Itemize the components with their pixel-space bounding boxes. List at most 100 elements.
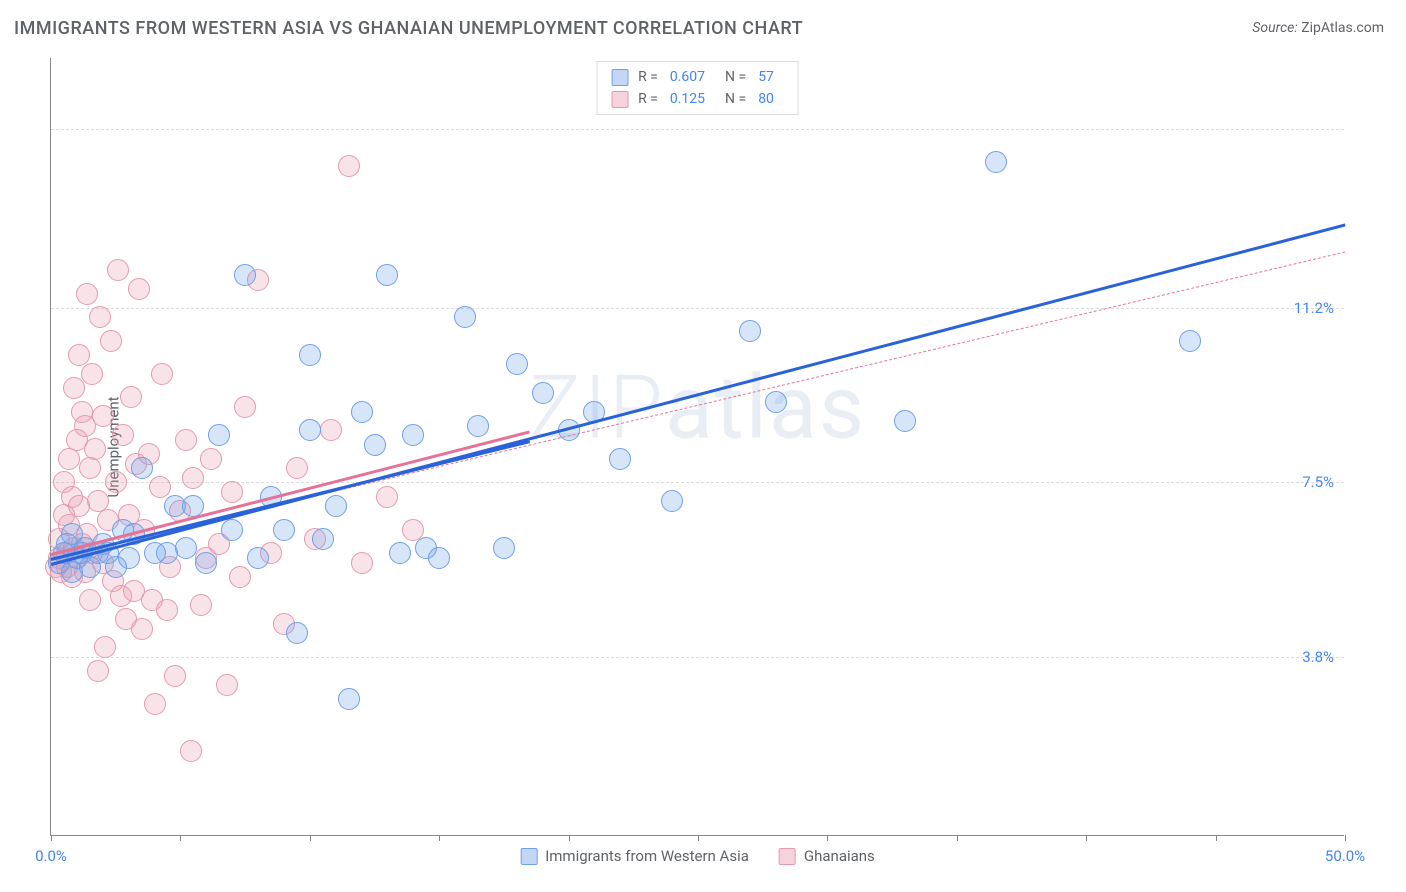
stat-n-value: 80 bbox=[758, 88, 774, 110]
stat-r-label: R = bbox=[638, 66, 658, 88]
legend-swatch bbox=[611, 69, 628, 86]
data-point bbox=[402, 424, 424, 446]
legend-item: Ghanaians bbox=[779, 847, 875, 865]
chart-title: IMMIGRANTS FROM WESTERN ASIA VS GHANAIAN… bbox=[14, 18, 803, 39]
data-point bbox=[532, 382, 554, 404]
data-point bbox=[144, 693, 166, 715]
data-point bbox=[234, 396, 256, 418]
stat-n-value: 57 bbox=[758, 66, 774, 88]
data-point bbox=[765, 391, 787, 413]
data-point bbox=[376, 486, 398, 508]
data-point bbox=[68, 344, 90, 366]
data-point bbox=[221, 481, 243, 503]
x-tick bbox=[1216, 835, 1217, 841]
data-point bbox=[175, 429, 197, 451]
data-point bbox=[195, 552, 217, 574]
data-point bbox=[234, 264, 256, 286]
data-point bbox=[221, 519, 243, 541]
scatter-plot: Unemployment ZIPatlas R =0.607N =57R =0.… bbox=[50, 58, 1344, 836]
data-point bbox=[76, 283, 98, 305]
y-tick-label: 7.5% bbox=[1302, 473, 1334, 491]
data-point bbox=[92, 405, 114, 427]
x-tick bbox=[310, 835, 311, 841]
source-attribution: Source: ZipAtlas.com bbox=[1252, 20, 1384, 36]
data-point bbox=[149, 476, 171, 498]
data-point bbox=[118, 547, 140, 569]
data-point bbox=[112, 424, 134, 446]
data-point bbox=[389, 542, 411, 564]
stat-r-label: R = bbox=[638, 88, 658, 110]
x-tick bbox=[827, 835, 828, 841]
data-point bbox=[325, 495, 347, 517]
data-point bbox=[351, 552, 373, 574]
data-point bbox=[89, 306, 111, 328]
data-point bbox=[84, 438, 106, 460]
x-tick bbox=[1086, 835, 1087, 841]
data-point bbox=[286, 457, 308, 479]
gridline bbox=[51, 129, 1344, 130]
gridline bbox=[51, 308, 1344, 309]
x-tick bbox=[698, 835, 699, 841]
data-point bbox=[320, 419, 342, 441]
data-point bbox=[493, 537, 515, 559]
gridline bbox=[51, 657, 1344, 658]
x-tick bbox=[1345, 835, 1346, 841]
x-tick bbox=[180, 835, 181, 841]
data-point bbox=[894, 410, 916, 432]
data-point bbox=[128, 278, 150, 300]
data-point bbox=[107, 259, 129, 281]
x-tick bbox=[51, 835, 52, 841]
y-tick-label: 3.8% bbox=[1302, 648, 1334, 666]
data-point bbox=[338, 155, 360, 177]
data-point bbox=[985, 151, 1007, 173]
data-point bbox=[739, 320, 761, 342]
data-point bbox=[428, 547, 450, 569]
data-point bbox=[131, 457, 153, 479]
data-point bbox=[454, 306, 476, 328]
data-point bbox=[105, 471, 127, 493]
data-point bbox=[81, 363, 103, 385]
watermark: ZIPatlas bbox=[529, 356, 867, 459]
stat-r-value: 0.607 bbox=[670, 66, 705, 88]
x-tick bbox=[957, 835, 958, 841]
data-point bbox=[63, 377, 85, 399]
data-point bbox=[182, 467, 204, 489]
data-point bbox=[120, 386, 142, 408]
data-point bbox=[156, 599, 178, 621]
data-point bbox=[609, 448, 631, 470]
data-point bbox=[286, 622, 308, 644]
data-point bbox=[151, 363, 173, 385]
stat-n-label: N = bbox=[725, 88, 746, 110]
data-point bbox=[100, 330, 122, 352]
data-point bbox=[364, 434, 386, 456]
data-point bbox=[351, 401, 373, 423]
data-point bbox=[58, 448, 80, 470]
data-point bbox=[299, 344, 321, 366]
data-point bbox=[94, 636, 116, 658]
data-point bbox=[506, 353, 528, 375]
stat-r-value: 0.125 bbox=[670, 88, 705, 110]
data-point bbox=[164, 665, 186, 687]
x-tick-label: 50.0% bbox=[1325, 847, 1365, 865]
data-point bbox=[79, 457, 101, 479]
data-point bbox=[1179, 330, 1201, 352]
data-point bbox=[131, 618, 153, 640]
data-point bbox=[312, 528, 334, 550]
data-point bbox=[200, 448, 222, 470]
legend-item: Immigrants from Western Asia bbox=[520, 847, 749, 865]
data-point bbox=[299, 419, 321, 441]
data-point bbox=[87, 660, 109, 682]
data-point bbox=[338, 688, 360, 710]
data-point bbox=[180, 740, 202, 762]
source-value: ZipAtlas.com bbox=[1301, 20, 1384, 36]
data-point bbox=[229, 566, 251, 588]
y-tick-label: 11.2% bbox=[1294, 299, 1334, 317]
legend-swatch bbox=[779, 848, 796, 865]
legend-label: Immigrants from Western Asia bbox=[545, 847, 749, 865]
stats-row: R =0.607N =57 bbox=[611, 66, 784, 88]
data-point bbox=[190, 594, 212, 616]
source-label: Source: bbox=[1252, 20, 1297, 36]
x-tick bbox=[569, 835, 570, 841]
data-point bbox=[79, 589, 101, 611]
data-point bbox=[273, 519, 295, 541]
